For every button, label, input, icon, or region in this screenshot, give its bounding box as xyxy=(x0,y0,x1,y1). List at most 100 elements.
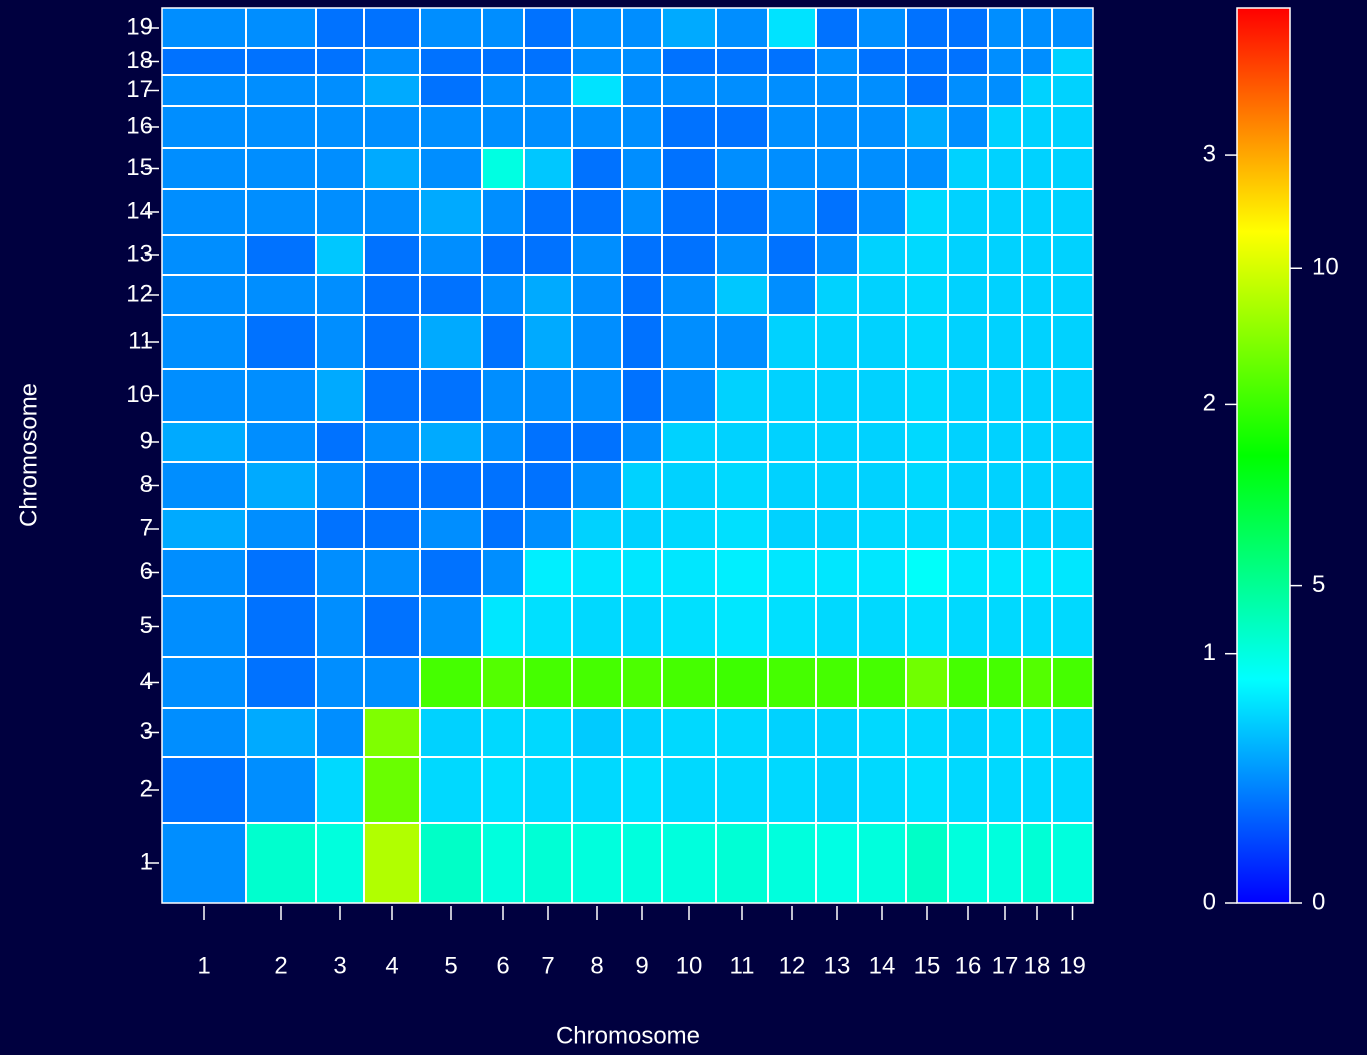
heatmap-cell xyxy=(524,189,572,235)
heatmap-cell xyxy=(622,75,662,106)
heatmap-cell xyxy=(524,369,572,422)
heatmap-cell xyxy=(1052,708,1093,757)
heatmap-cell xyxy=(816,422,858,462)
heatmap-cell xyxy=(1052,369,1093,422)
heatmap-cell xyxy=(364,462,420,509)
heatmap-cell xyxy=(364,315,420,369)
heatmap-cell xyxy=(662,189,716,235)
heatmap-cell xyxy=(906,549,948,596)
heatmap-cell xyxy=(316,8,364,48)
heatmap-cell xyxy=(716,549,768,596)
heatmap-cell xyxy=(524,422,572,462)
heatmap-cell xyxy=(716,823,768,903)
heatmap-cell xyxy=(420,369,482,422)
heatmap-cell xyxy=(988,823,1022,903)
heatmap-cell xyxy=(1022,509,1052,549)
heatmap-cell xyxy=(1022,657,1052,708)
heatmap-cell xyxy=(1022,549,1052,596)
heatmap-cell xyxy=(572,823,622,903)
heatmap-cell xyxy=(1022,823,1052,903)
heatmap-cell xyxy=(162,823,246,903)
x-tick-label: 13 xyxy=(824,952,851,979)
heatmap-cell xyxy=(622,8,662,48)
heatmap-cell xyxy=(662,422,716,462)
x-tick-label: 17 xyxy=(992,952,1019,979)
heatmap-cell xyxy=(948,708,988,757)
heatmap-cell xyxy=(858,106,906,148)
heatmap-cell xyxy=(162,757,246,823)
x-tick-label: 8 xyxy=(590,952,603,979)
heatmap-cell xyxy=(988,189,1022,235)
heatmap-cell xyxy=(716,315,768,369)
heatmap-cell xyxy=(420,823,482,903)
heatmap-cell xyxy=(948,657,988,708)
heatmap-cell xyxy=(364,106,420,148)
heatmap-cell xyxy=(364,757,420,823)
heatmap-cell xyxy=(1022,422,1052,462)
heatmap-cell xyxy=(906,757,948,823)
heatmap-cell xyxy=(858,757,906,823)
heatmap-cell xyxy=(524,75,572,106)
heatmap-cell xyxy=(906,48,948,75)
heatmap-cell xyxy=(162,148,246,189)
heatmap-cell xyxy=(1022,315,1052,369)
colorbar-tick-label: 10 xyxy=(1312,254,1339,281)
heatmap-cell xyxy=(906,235,948,275)
heatmap-cell xyxy=(716,596,768,657)
y-tick-label: 9 xyxy=(140,427,153,454)
heatmap-cell xyxy=(316,823,364,903)
heatmap-cell xyxy=(524,148,572,189)
heatmap-cell xyxy=(420,189,482,235)
heatmap-cell xyxy=(162,106,246,148)
heatmap-cell xyxy=(572,275,622,315)
y-tick-label: 6 xyxy=(140,558,153,585)
heatmap-cell xyxy=(662,596,716,657)
heatmap-cell xyxy=(572,509,622,549)
heatmap-cell xyxy=(716,462,768,509)
heatmap-cell xyxy=(1052,8,1093,48)
heatmap-cell xyxy=(622,148,662,189)
heatmap-cell xyxy=(816,106,858,148)
heatmap-cell xyxy=(420,48,482,75)
y-tick-label: 10 xyxy=(126,381,153,408)
x-tick-label: 1 xyxy=(197,952,210,979)
x-tick-label: 2 xyxy=(274,952,287,979)
heatmap-cell xyxy=(1022,369,1052,422)
heatmap-cell xyxy=(906,422,948,462)
heatmap-cell xyxy=(906,8,948,48)
heatmap-cell xyxy=(948,189,988,235)
heatmap-cell xyxy=(364,657,420,708)
heatmap-cell xyxy=(420,708,482,757)
colorbar-tick-label: 2 xyxy=(1203,390,1216,417)
heatmap-cell xyxy=(420,315,482,369)
heatmap-cell xyxy=(572,235,622,275)
heatmap-cell xyxy=(524,106,572,148)
heatmap-cell xyxy=(988,8,1022,48)
heatmap-cell xyxy=(572,596,622,657)
heatmap-cell xyxy=(988,315,1022,369)
x-tick-label: 18 xyxy=(1024,952,1051,979)
heatmap-cell xyxy=(316,148,364,189)
heatmap-cell xyxy=(1022,75,1052,106)
heatmap-cell xyxy=(662,106,716,148)
heatmap-cell xyxy=(906,509,948,549)
heatmap-cell xyxy=(768,106,816,148)
heatmap-cell xyxy=(364,422,420,462)
heatmap-cell xyxy=(316,75,364,106)
heatmap-cell xyxy=(1022,148,1052,189)
heatmap-cell xyxy=(364,48,420,75)
heatmap-cell xyxy=(246,189,316,235)
heatmap-cell xyxy=(816,549,858,596)
heatmap-cell xyxy=(662,235,716,275)
heatmap-cell xyxy=(988,369,1022,422)
y-tick-label: 13 xyxy=(126,240,153,267)
heatmap-cell xyxy=(316,462,364,509)
heatmap-cell xyxy=(316,315,364,369)
heatmap-cell xyxy=(1022,757,1052,823)
heatmap-cell xyxy=(572,757,622,823)
heatmap-cell xyxy=(162,48,246,75)
heatmap-cell xyxy=(768,189,816,235)
heatmap-cell xyxy=(162,369,246,422)
x-tick-label: 19 xyxy=(1059,952,1086,979)
heatmap-cell xyxy=(246,757,316,823)
